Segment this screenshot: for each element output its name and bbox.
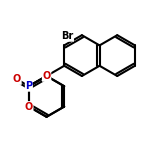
Text: Br: Br [61, 31, 73, 41]
Text: O: O [42, 71, 51, 81]
Text: O: O [13, 74, 21, 84]
Text: O: O [25, 102, 33, 112]
Text: O: O [42, 71, 51, 81]
Text: P: P [25, 81, 32, 91]
